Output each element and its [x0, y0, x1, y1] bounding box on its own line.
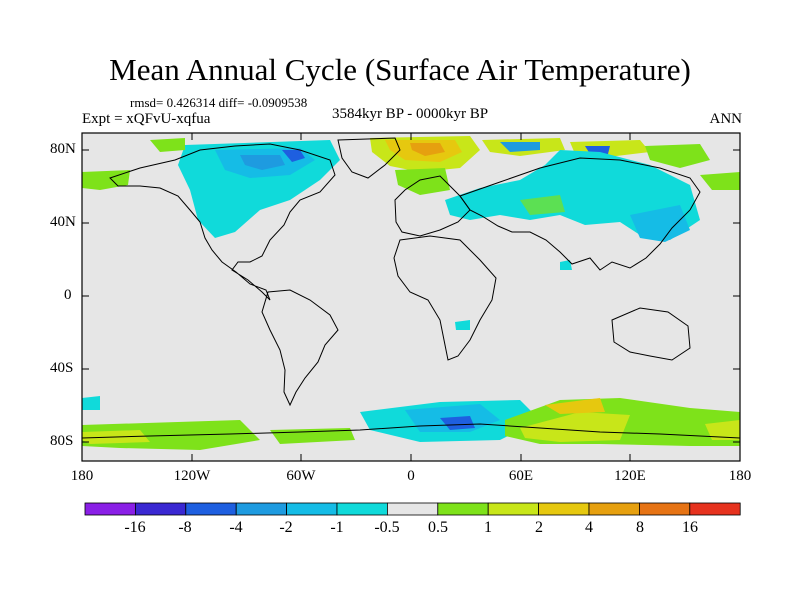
plot-title: Mean Annual Cycle (Surface Air Temperatu…	[109, 52, 691, 87]
colorbar-swatch	[487, 502, 540, 516]
colorbar-swatch	[588, 502, 640, 516]
colorbar-label: 16	[682, 519, 698, 536]
colorbar-label: 1	[484, 519, 492, 536]
colorbar	[84, 502, 741, 516]
lat-label-40s: 40S	[50, 360, 74, 376]
colorbar-label: 2	[535, 519, 543, 536]
lat-label-80s: 80S	[50, 433, 74, 449]
colorbar-label: -2	[279, 519, 293, 536]
lon-label-60e: 60E	[508, 468, 534, 484]
colorbar-label: 8	[636, 519, 644, 536]
colorbar-swatch	[185, 502, 237, 516]
lon-label-120e: 120E	[614, 468, 646, 484]
lon-label-180e: 180	[728, 468, 752, 484]
stats-text: rmsd= 0.426314 diff= -0.0909538	[130, 95, 308, 110]
experiment-label: Expt = xQFvU-xqfua	[82, 111, 211, 127]
colorbar-label: -8	[178, 519, 192, 536]
lat-label-0: 0	[64, 287, 72, 303]
coastlines	[81, 137, 741, 439]
lon-label-60w: 60W	[286, 468, 316, 484]
colorbar-label: -4	[229, 519, 243, 536]
colorbar-swatch	[689, 502, 741, 516]
colorbar-label: 0.5	[428, 519, 448, 536]
lat-label-40n: 40N	[50, 214, 76, 230]
colorbar-label: -0.5	[374, 519, 400, 536]
colorbar-label: 4	[585, 519, 593, 536]
colorbar-swatch	[538, 502, 590, 516]
anomaly-fills	[82, 136, 740, 450]
colorbar-swatch	[437, 502, 489, 516]
period-label: 3584kyr BP - 0000kyr BP	[331, 106, 489, 122]
colorbar-swatch	[386, 502, 439, 516]
colorbar-swatch	[134, 502, 187, 516]
lon-label-0: 0	[407, 468, 415, 484]
colorbar-label: -1	[330, 519, 344, 536]
season-label: ANN	[709, 111, 743, 127]
lat-label-80n: 80N	[50, 141, 76, 157]
lon-label-120w: 120W	[173, 468, 211, 484]
lon-label-180w: 180	[70, 468, 94, 484]
colorbar-swatch	[84, 502, 136, 516]
colorbar-label: -16	[124, 519, 146, 536]
colorbar-swatch	[286, 502, 338, 516]
colorbar-swatch	[235, 502, 287, 516]
colorbar-swatch	[639, 502, 691, 516]
axis-ticks	[82, 133, 740, 461]
colorbar-swatch	[336, 502, 388, 516]
